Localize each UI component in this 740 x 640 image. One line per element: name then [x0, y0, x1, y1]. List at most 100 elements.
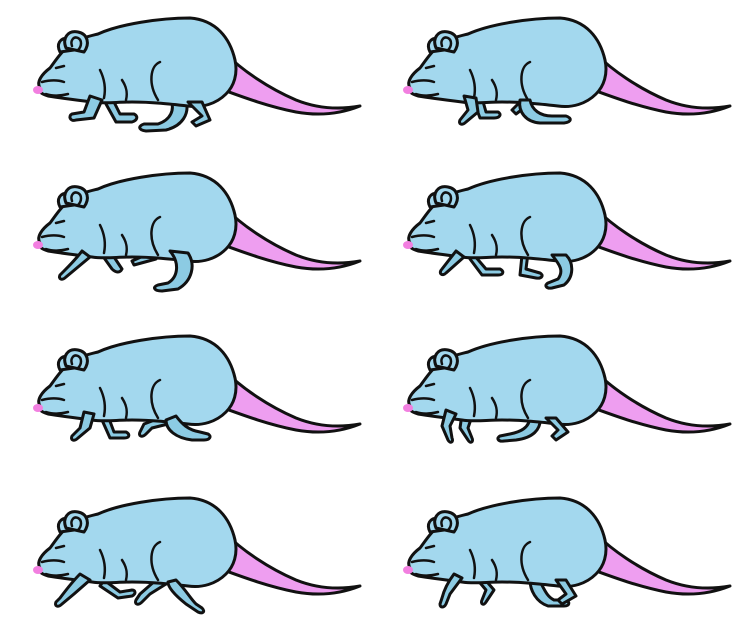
rat-nose	[33, 241, 43, 249]
rat-haunch-line	[520, 60, 532, 102]
rat-tail	[216, 532, 362, 596]
rat-front-ear	[63, 185, 89, 209]
rat-near-hindleg	[518, 98, 572, 125]
rat-mouth-line	[414, 410, 440, 415]
rat-ear-inner-line	[440, 354, 453, 370]
rat-cheek-line	[410, 234, 436, 239]
rat-cheek-line	[40, 79, 66, 84]
rat-fur-line	[120, 233, 129, 257]
rat-haunch-line	[520, 378, 532, 420]
rat-front-ear	[433, 510, 459, 534]
rat-illustration	[33, 496, 362, 615]
rat-cheek-line	[40, 234, 66, 239]
rat-shoulder-line	[98, 548, 107, 580]
rat-eye	[424, 544, 436, 550]
rat-ear-inner-line	[70, 36, 83, 52]
rat-fur-line	[120, 78, 129, 102]
rat-haunch-line	[150, 215, 162, 257]
rat-eye	[424, 64, 436, 70]
rat-near-foreleg	[58, 249, 92, 281]
rat-nose	[33, 566, 43, 574]
rat-eye	[54, 64, 66, 70]
rat-ear-inner-line	[440, 36, 453, 52]
rat-near-foreleg	[438, 249, 466, 277]
rat-shoulder-line	[98, 68, 107, 100]
rat-shoulder-line	[98, 386, 107, 418]
rat-shoulder-line	[468, 68, 477, 100]
rat-mouth-line	[414, 92, 440, 97]
rat-illustration	[33, 16, 362, 133]
rat-frame-5	[20, 328, 362, 458]
rat-fur-line	[120, 558, 129, 582]
rat-haunch-line	[150, 540, 162, 582]
rat-near-hindleg	[186, 100, 212, 128]
rat-far-hindleg	[134, 578, 168, 606]
rat-illustration	[33, 171, 362, 293]
rat-fur-line	[120, 396, 129, 420]
rat-shoulder-line	[468, 223, 477, 255]
rat-frame-6	[390, 328, 732, 458]
rat-near-hindleg	[164, 414, 212, 442]
rat-frame-1	[20, 10, 362, 140]
rat-eye	[424, 219, 436, 225]
rat-front-ear	[63, 348, 89, 372]
rat-frame-3	[20, 165, 362, 295]
rat-front-ear	[433, 185, 459, 209]
rat-fur-line	[490, 396, 499, 420]
rat-near-hindleg	[544, 416, 570, 442]
rat-haunch-line	[520, 540, 532, 582]
rat-frame-2	[390, 10, 732, 140]
rat-far-foreleg	[98, 578, 137, 600]
rat-far-hindleg	[138, 96, 189, 133]
rat-eye	[54, 544, 66, 550]
rat-mouth-line	[44, 572, 70, 577]
rat-tail	[586, 207, 732, 271]
rat-near-foreleg	[68, 94, 104, 122]
rat-mouth-line	[414, 247, 440, 252]
rat-cheek-line	[40, 559, 66, 564]
rat-near-foreleg	[458, 94, 480, 126]
rat-illustration	[403, 16, 732, 126]
rat-tail	[586, 52, 732, 116]
rat-front-ear	[433, 348, 459, 372]
rat-near-hindleg	[153, 249, 194, 293]
rat-near-foreleg	[70, 410, 96, 442]
rat-illustration	[403, 334, 732, 444]
rat-mouth-line	[44, 92, 70, 97]
rat-frame-4	[390, 165, 732, 295]
rat-frame-8	[390, 490, 732, 620]
rat-ear-inner-line	[70, 191, 83, 207]
rat-front-ear	[433, 30, 459, 54]
rat-near-hindleg	[166, 578, 206, 615]
rat-shoulder-line	[98, 223, 107, 255]
rat-tail	[216, 52, 362, 116]
rat-eye	[424, 382, 436, 388]
rat-ear-inner-line	[440, 516, 453, 532]
rat-illustration	[403, 171, 732, 290]
rat-tail	[216, 370, 362, 434]
rat-haunch-line	[150, 60, 162, 102]
rat-mouth-line	[44, 410, 70, 415]
rat-mouth-line	[414, 572, 440, 577]
rat-ear-inner-line	[70, 354, 83, 370]
rat-eye	[54, 219, 66, 225]
rat-ear-inner-line	[70, 516, 83, 532]
rat-nose	[403, 566, 413, 574]
rat-nose	[33, 86, 43, 94]
rat-cheek-line	[410, 79, 436, 84]
rat-tail	[586, 532, 732, 596]
rat-nose	[403, 241, 413, 249]
rat-near-hindleg	[554, 578, 578, 606]
rat-nose	[403, 86, 413, 94]
rat-fur-line	[490, 233, 499, 257]
rat-near-foreleg	[438, 572, 464, 609]
rat-eye	[54, 382, 66, 388]
rat-front-ear	[63, 510, 89, 534]
rat-haunch-line	[150, 378, 162, 420]
rat-near-foreleg	[54, 572, 92, 608]
rat-near-hindleg	[544, 253, 574, 290]
rat-ear-inner-line	[440, 191, 453, 207]
rat-nose	[33, 404, 43, 412]
rat-frame-7	[20, 490, 362, 620]
